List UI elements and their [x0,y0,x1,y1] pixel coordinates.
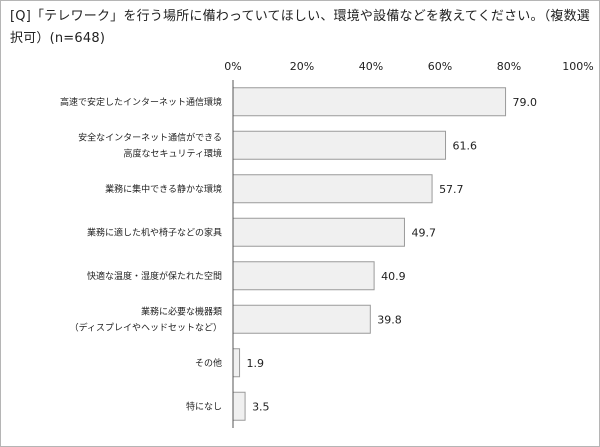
bar [232,261,375,291]
data-label: 40.9 [381,270,406,283]
data-label: 61.6 [453,139,478,152]
data-label: 3.5 [252,400,270,413]
x-tick-label: 0% [224,60,241,73]
category-label: 快適な温度・湿度が保たれた空間 [87,270,222,282]
category-label: 安全なインターネット通信ができる [78,131,222,143]
data-label: 79.0 [513,96,538,109]
x-tick-label: 60% [428,60,452,73]
category-label: 特になし [186,400,222,412]
x-tick-label: 80% [497,60,521,73]
bar [232,174,433,204]
chart-title: [Q]「テレワーク」を行う場所に備わっていてほしい、環境や設備などを教えてくださ… [10,9,590,46]
x-tick-label: 20% [290,60,314,73]
category-label: 業務に適した机や椅子などの家具 [87,226,222,238]
category-label: 業務に集中できる静かな環境 [105,183,222,195]
category-label: その他 [195,357,222,369]
category-label: 高度なセキュリティ環境 [124,147,222,159]
category-label: 高速で安定したインターネット通信環境 [60,96,222,108]
category-label: 業務に必要な機器類 [141,305,222,317]
bar [232,391,246,421]
data-label: 1.9 [247,357,265,370]
x-tick-label: 100% [562,60,593,73]
category-label: （ディスプレイやヘッドセットなど） [70,321,222,333]
bar [232,217,405,247]
x-tick-label: 40% [359,60,383,73]
data-label: 49.7 [411,226,436,239]
bar [232,130,447,160]
bar [232,304,371,334]
bar [232,87,507,117]
data-label: 39.8 [377,313,402,326]
data-label: 57.7 [439,183,464,196]
bar [232,348,241,378]
